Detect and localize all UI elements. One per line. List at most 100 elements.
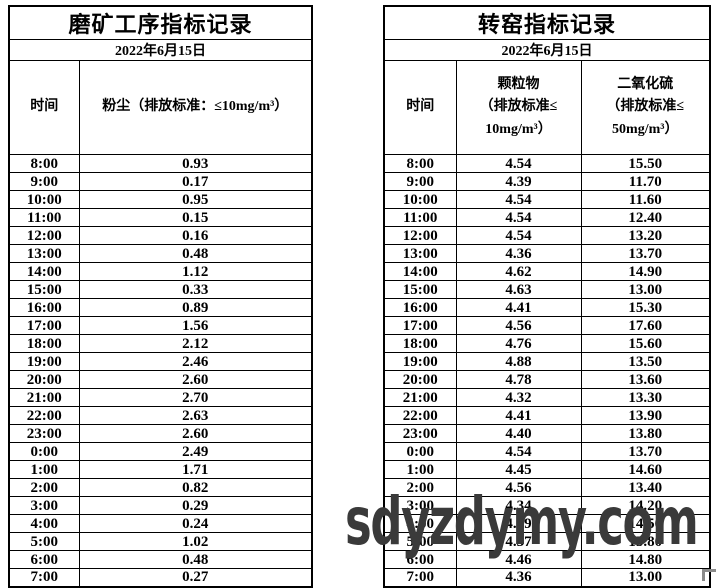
time-cell: 6:00 <box>8 550 80 569</box>
kiln-table-title: 转窑指标记录 <box>383 5 711 40</box>
table-row: 19:00 4.88 13.50 <box>383 352 711 371</box>
table-row: 20:00 2.60 <box>8 370 313 389</box>
value-cell: 4.54 <box>455 208 582 227</box>
table-title-row: 磨矿工序指标记录 <box>8 5 313 40</box>
value-cell: 0.95 <box>78 190 313 209</box>
value-cell: 14.20 <box>580 496 711 515</box>
time-cell: 13:00 <box>8 244 80 263</box>
time-cell: 18:00 <box>8 334 80 353</box>
table-row: 11:00 0.15 <box>8 208 313 227</box>
time-cell: 5:00 <box>383 532 457 551</box>
column-header: 时间 <box>8 60 80 155</box>
kiln-record-table: 转窑指标记录 2022年6月15日 时间 颗粒物 （排放标准≤ 10mg/m³）二… <box>383 5 711 588</box>
time-cell: 11:00 <box>8 208 80 227</box>
value-cell: 4.37 <box>455 532 582 551</box>
column-header: 颗粒物 （排放标准≤ 10mg/m³） <box>455 60 582 155</box>
table-row: 16:00 0.89 <box>8 298 313 317</box>
value-cell: 4.56 <box>455 316 582 335</box>
time-cell: 22:00 <box>383 406 457 425</box>
time-cell: 20:00 <box>8 370 80 389</box>
value-cell: 12.40 <box>580 208 711 227</box>
grinding-record-table: 磨矿工序指标记录 2022年6月15日 时间 粉尘（排放标准：≤10mg/m³） … <box>8 5 314 588</box>
time-cell: 14:00 <box>8 262 80 281</box>
time-cell: 23:00 <box>8 424 80 443</box>
table-row: 9:00 0.17 <box>8 172 313 191</box>
time-cell: 17:00 <box>8 316 80 335</box>
table-row: 12:00 0.16 <box>8 226 313 245</box>
table-title-row: 转窑指标记录 <box>383 5 711 40</box>
table-row: 3:00 4.34 14.20 <box>383 496 711 515</box>
value-cell: 14.80 <box>580 550 711 569</box>
value-cell: 13.80 <box>580 424 711 443</box>
table-row: 19:00 2.46 <box>8 352 313 371</box>
table-row: 8:00 0.93 <box>8 154 313 173</box>
table-row: 5:00 1.02 <box>8 532 313 551</box>
time-cell: 15:00 <box>8 280 80 299</box>
kiln-table-date: 2022年6月15日 <box>383 39 711 61</box>
time-cell: 21:00 <box>383 388 457 407</box>
value-cell: 15.50 <box>580 154 711 173</box>
value-cell: 0.48 <box>78 550 313 569</box>
table-row: 14:00 4.62 14.90 <box>383 262 711 281</box>
value-cell: 2.70 <box>78 388 313 407</box>
value-cell: 4.41 <box>455 406 582 425</box>
column-header: 粉尘（排放标准：≤10mg/m³） <box>78 60 313 155</box>
table-row: 22:00 2.63 <box>8 406 313 425</box>
table-row: 22:00 4.41 13.90 <box>383 406 711 425</box>
table-row: 18:00 2.12 <box>8 334 313 353</box>
time-cell: 5:00 <box>8 532 80 551</box>
time-cell: 16:00 <box>8 298 80 317</box>
time-cell: 12:00 <box>383 226 457 245</box>
value-cell: 4.76 <box>455 334 582 353</box>
table-row: 17:00 1.56 <box>8 316 313 335</box>
value-cell: 0.82 <box>78 478 313 497</box>
value-cell: 4.54 <box>455 442 582 461</box>
table-row: 1:00 1.71 <box>8 460 313 479</box>
value-cell: 2.49 <box>78 442 313 461</box>
table-row: 6:00 0.48 <box>8 550 313 569</box>
time-cell: 14:00 <box>383 262 457 281</box>
value-cell: 0.89 <box>78 298 313 317</box>
table-row: 9:00 4.39 11.70 <box>383 172 711 191</box>
value-cell: 4.88 <box>455 352 582 371</box>
table-row: 11:00 4.54 12.40 <box>383 208 711 227</box>
value-cell: 0.16 <box>78 226 313 245</box>
table-row: 23:00 2.60 <box>8 424 313 443</box>
time-cell: 11:00 <box>383 208 457 227</box>
table-row: 5:00 4.37 15.80 <box>383 532 711 551</box>
column-header: 二氧化硫 （排放标准≤ 50mg/m³） <box>580 60 711 155</box>
table-row: 23:00 4.40 13.80 <box>383 424 711 443</box>
time-cell: 6:00 <box>383 550 457 569</box>
value-cell: 4.45 <box>455 460 582 479</box>
value-cell: 1.12 <box>78 262 313 281</box>
column-header: 时间 <box>383 60 457 155</box>
value-cell: 4.56 <box>455 478 582 497</box>
time-cell: 22:00 <box>8 406 80 425</box>
value-cell: 14.50 <box>580 514 711 533</box>
value-cell: 4.62 <box>455 262 582 281</box>
time-cell: 16:00 <box>383 298 457 317</box>
grinding-table-body: 8:00 0.93 9:00 0.17 10:00 0.95 11:00 0.15 12:00 0… <box>8 154 313 587</box>
value-cell: 15.80 <box>580 532 711 551</box>
value-cell: 1.02 <box>78 532 313 551</box>
table-row: 0:00 2.49 <box>8 442 313 461</box>
value-cell: 4.54 <box>455 154 582 173</box>
time-cell: 8:00 <box>383 154 457 173</box>
table-row: 0:00 4.54 13.70 <box>383 442 711 461</box>
value-cell: 4.78 <box>455 370 582 389</box>
time-cell: 12:00 <box>8 226 80 245</box>
table-row: 21:00 4.32 13.30 <box>383 388 711 407</box>
time-cell: 0:00 <box>8 442 80 461</box>
value-cell: 15.30 <box>580 298 711 317</box>
table-row: 15:00 0.33 <box>8 280 313 299</box>
value-cell: 14.90 <box>580 262 711 281</box>
table-row: 12:00 4.54 13.20 <box>383 226 711 245</box>
value-cell: 2.12 <box>78 334 313 353</box>
time-cell: 17:00 <box>383 316 457 335</box>
value-cell: 2.60 <box>78 370 313 389</box>
table-row: 3:00 0.29 <box>8 496 313 515</box>
value-cell: 4.40 <box>455 424 582 443</box>
value-cell: 4.32 <box>455 388 582 407</box>
value-cell: 4.46 <box>455 550 582 569</box>
grinding-table-title: 磨矿工序指标记录 <box>8 5 313 40</box>
